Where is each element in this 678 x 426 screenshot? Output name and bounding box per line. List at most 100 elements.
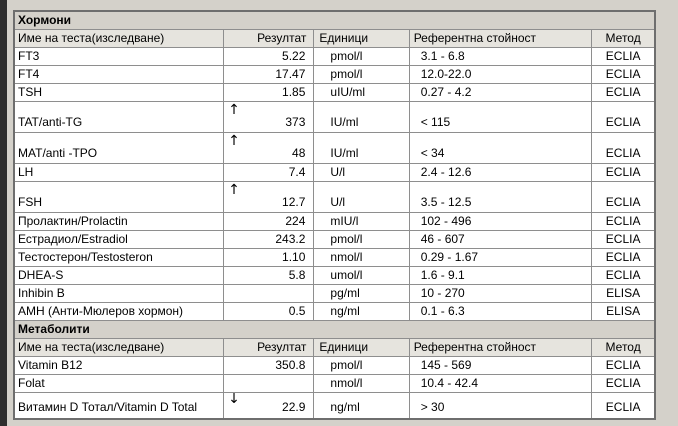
reference-range: 10 - 270 bbox=[408, 283, 593, 303]
section-row: Метаболити bbox=[13, 319, 656, 339]
test-row: DHEA-S 5.8 umol/l 1.6 - 9.1 ECLIA bbox=[13, 265, 656, 285]
units-value: mIU/l bbox=[313, 211, 410, 231]
test-row: Витамин D Тотал/Vitamin D Total ↓ 22.9 ng/m… bbox=[13, 391, 656, 420]
result-value: 5.8 bbox=[223, 265, 315, 285]
test-row: АМН (Анти-Мюлеров хормон) 0.5 ng/ml 0.1 - 6… bbox=[13, 301, 656, 321]
result-text: 1.85 bbox=[282, 84, 306, 99]
result-text: 224 bbox=[285, 213, 306, 228]
column-header-row: Име на теста(изследване) Резултат Единици Р… bbox=[13, 337, 656, 357]
test-row: FSH ↑ 12.7 U/l 3.5 - 12.5 ECLIA bbox=[13, 180, 656, 213]
reference-range: 0.29 - 1.67 bbox=[408, 247, 593, 267]
units-value: uIU/ml bbox=[313, 82, 410, 102]
method-value: ECLIA bbox=[591, 131, 656, 164]
result-value: ↑ 12.7 bbox=[223, 180, 315, 213]
reference-range: < 34 bbox=[408, 131, 593, 164]
test-name: Folat bbox=[13, 373, 225, 393]
method-value: ECLIA bbox=[591, 100, 656, 133]
test-name: Пролактин/Prolactin bbox=[13, 211, 225, 231]
test-row: Естрадиол/Estradiol 243.2 pmol/l 46 - 607 EC… bbox=[13, 229, 656, 249]
result-value: 350.8 bbox=[223, 355, 315, 375]
test-name: Inhibin B bbox=[13, 283, 225, 303]
result-text: 5.8 bbox=[288, 267, 306, 282]
result-value: 1.10 bbox=[223, 247, 315, 267]
result-value: ↑ 373 bbox=[223, 100, 315, 133]
units-value: IU/ml bbox=[313, 131, 410, 164]
units-value: nmol/l bbox=[313, 373, 410, 393]
result-value: 1.85 bbox=[223, 82, 315, 102]
test-name: Vitamin B12 bbox=[13, 355, 225, 375]
result-text: 5.22 bbox=[282, 48, 306, 63]
test-name: TAT/anti-TG bbox=[13, 100, 225, 133]
units-value: IU/ml bbox=[313, 100, 410, 133]
column-header-method-value: Метод bbox=[591, 28, 656, 48]
result-high-icon: ↑ bbox=[228, 132, 240, 149]
result-value: 7.4 bbox=[223, 162, 315, 182]
reference-range: 0.27 - 4.2 bbox=[408, 82, 593, 102]
section-row: Хормони bbox=[13, 10, 656, 30]
column-header-row: Име на теста(изследване) Резултат Единици Р… bbox=[13, 28, 656, 48]
test-row: Inhibin B pg/ml 10 - 270 ELISA bbox=[13, 283, 656, 303]
column-header-test-name: Име на теста(изследване) bbox=[13, 28, 225, 48]
test-name: FT4 bbox=[13, 64, 225, 84]
result-text: 12.7 bbox=[282, 194, 306, 209]
result-text: 22.9 bbox=[282, 400, 306, 414]
units-value: nmol/l bbox=[313, 247, 410, 267]
section-title: Метаболити bbox=[13, 319, 656, 339]
result-value: ↓ 22.9 bbox=[223, 391, 315, 420]
method-value: ECLIA bbox=[591, 180, 656, 213]
column-header-units-value: Единици bbox=[313, 337, 410, 357]
result-value: 0.5 bbox=[223, 301, 315, 321]
method-value: ECLIA bbox=[591, 211, 656, 231]
method-value: ECLIA bbox=[591, 229, 656, 249]
method-value: ECLIA bbox=[591, 373, 656, 393]
test-row: FT4 17.47 pmol/l 12.0-22.0 ECLIA bbox=[13, 64, 656, 84]
method-value: ECLIA bbox=[591, 162, 656, 182]
reference-range: 2.4 - 12.6 bbox=[408, 162, 593, 182]
test-name: TSH bbox=[13, 82, 225, 102]
result-text: 373 bbox=[285, 114, 306, 129]
units-value: U/l bbox=[313, 180, 410, 213]
units-value: pmol/l bbox=[313, 229, 410, 249]
units-value: umol/l bbox=[313, 265, 410, 285]
reference-range: 102 - 496 bbox=[408, 211, 593, 231]
method-value: ECLIA bbox=[591, 46, 656, 66]
test-name: FSH bbox=[13, 180, 225, 213]
column-header-result-value: Резултат bbox=[223, 337, 315, 357]
test-row: Folat nmol/l 10.4 - 42.4 ECLIA bbox=[13, 373, 656, 393]
test-name: Естрадиол/Estradiol bbox=[13, 229, 225, 249]
method-value: ELISA bbox=[591, 301, 656, 321]
reference-range: < 115 bbox=[408, 100, 593, 133]
method-value: ECLIA bbox=[591, 82, 656, 102]
result-text: 1.10 bbox=[282, 249, 306, 264]
reference-range: 145 - 569 bbox=[408, 355, 593, 375]
units-value: pmol/l bbox=[313, 64, 410, 84]
result-value: 224 bbox=[223, 211, 315, 231]
result-text: 7.4 bbox=[288, 164, 306, 179]
lab-results-body: Хормони Име на теста(изследване) Резултат Е… bbox=[13, 10, 656, 420]
test-row: Vitamin B12 350.8 pmol/l 145 - 569 ECLIA bbox=[13, 355, 656, 375]
result-text: 350.8 bbox=[275, 357, 306, 372]
test-row: TAT/anti-TG ↑ 373 IU/ml < 115 ECLIA bbox=[13, 100, 656, 133]
result-high-icon: ↑ bbox=[228, 181, 240, 198]
lab-results-table: Хормони Име на теста(изследване) Резултат Е… bbox=[13, 10, 656, 420]
column-header-reference-range: Референтна стойност bbox=[408, 337, 593, 357]
result-value: 17.47 bbox=[223, 64, 315, 84]
method-value: ECLIA bbox=[591, 355, 656, 375]
units-value: pg/ml bbox=[313, 283, 410, 303]
test-name: MAT/anti -TPO bbox=[13, 131, 225, 164]
test-name: Витамин D Тотал/Vitamin D Total bbox=[13, 391, 225, 420]
units-value: pmol/l bbox=[313, 46, 410, 66]
units-value: ng/ml bbox=[313, 301, 410, 321]
reference-range: 3.5 - 12.5 bbox=[408, 180, 593, 213]
reference-range: 1.6 - 9.1 bbox=[408, 265, 593, 285]
reference-range: 3.1 - 6.8 bbox=[408, 46, 593, 66]
result-value: ↑ 48 bbox=[223, 131, 315, 164]
result-text: 17.47 bbox=[275, 66, 306, 81]
method-value: ELISA bbox=[591, 283, 656, 303]
column-header-reference-range: Референтна стойност bbox=[408, 28, 593, 48]
result-value bbox=[223, 283, 315, 303]
method-value: ECLIA bbox=[591, 247, 656, 267]
test-name: АМН (Анти-Мюлеров хормон) bbox=[13, 301, 225, 321]
column-header-result-value: Резултат bbox=[223, 28, 315, 48]
